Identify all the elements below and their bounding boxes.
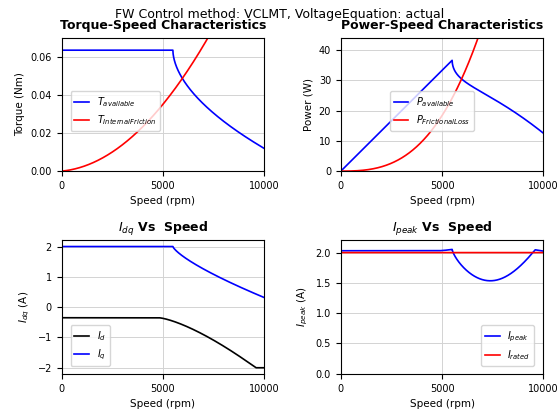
- Legend: $P_{available}$, $P_{FrictionalLoss}$: $P_{available}$, $P_{FrictionalLoss}$: [390, 91, 474, 131]
- Legend: $I_d$, $I_q$: $I_d$, $I_q$: [71, 326, 110, 366]
- Title: $I_{dq}$ Vs  Speed: $I_{dq}$ Vs Speed: [118, 220, 208, 238]
- Text: FW Control method: VCLMT, VoltageEquation: actual: FW Control method: VCLMT, VoltageEquatio…: [115, 8, 445, 21]
- Legend: $T_{available}$, $T_{InternalFriction}$: $T_{available}$, $T_{InternalFriction}$: [71, 91, 160, 131]
- Title: Torque-Speed Characteristics: Torque-Speed Characteristics: [59, 19, 266, 32]
- Y-axis label: Torque (Nm): Torque (Nm): [15, 73, 25, 136]
- Legend: $I_{peak}$, $I_{rated}$: $I_{peak}$, $I_{rated}$: [481, 326, 534, 366]
- X-axis label: Speed (rpm): Speed (rpm): [409, 399, 474, 409]
- X-axis label: Speed (rpm): Speed (rpm): [130, 197, 195, 206]
- Y-axis label: Power (W): Power (W): [303, 78, 313, 131]
- Y-axis label: $I_{dq}$ (A): $I_{dq}$ (A): [17, 291, 32, 323]
- X-axis label: Speed (rpm): Speed (rpm): [409, 197, 474, 206]
- Y-axis label: $I_{peak}$ (A): $I_{peak}$ (A): [296, 287, 310, 328]
- Title: $I_{peak}$ Vs  Speed: $I_{peak}$ Vs Speed: [392, 220, 492, 238]
- Title: Power-Speed Characteristics: Power-Speed Characteristics: [341, 19, 543, 32]
- X-axis label: Speed (rpm): Speed (rpm): [130, 399, 195, 409]
